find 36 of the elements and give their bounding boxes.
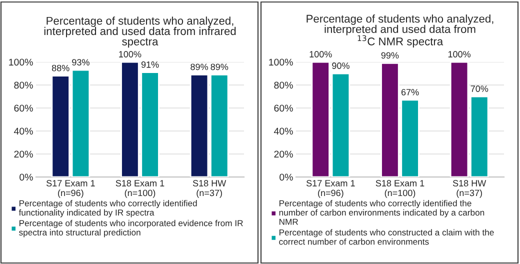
legend-label: Percentage of students who correctly identified functionality indicated by IR spectra — [18, 200, 197, 218]
data-label: 100% — [310, 51, 332, 58]
y-tick-label: 20% — [274, 150, 293, 158]
data-label: 100% — [448, 51, 471, 58]
data-label: 91% — [141, 61, 159, 68]
chart-title: Percentage of students who analyzed, interpreted and used data from $^{13}$C NMR spectra — [306, 14, 494, 48]
y-tick-label: 80% — [274, 82, 293, 89]
x-tick-label: S17 Exam 1 (n=96) — [46, 180, 95, 198]
x-tick-label: S17 Exam 1 (n=96) — [306, 180, 355, 198]
y-tick-label: 0% — [280, 174, 293, 181]
y-tick-label: 60% — [274, 104, 293, 112]
data-label: 70% — [470, 86, 488, 92]
data-label: 88% — [52, 64, 70, 72]
y-tick-label: 40% — [274, 128, 293, 135]
chart-title: Percentage of students who analyzed, interpreted and used data from infrared spectra — [44, 16, 236, 48]
x-tick-label: S18 Exam 1 (n=100) — [376, 180, 424, 198]
legend-label: Percentage of students who constructed a claim with the correct number of carbon environments — [279, 229, 494, 245]
y-tick-label: 100% — [9, 58, 33, 66]
data-label: 99% — [381, 52, 399, 59]
data-label: 93% — [72, 59, 90, 66]
x-tick-label: S18 HW (n=37) — [452, 180, 486, 198]
y-tick-label: 20% — [14, 150, 33, 158]
y-tick-label: 100% — [269, 58, 293, 66]
data-label: 67% — [401, 88, 419, 96]
data-label: 89% — [190, 64, 208, 70]
y-tick-label: 60% — [14, 104, 33, 112]
y-tick-label: 40% — [14, 128, 33, 135]
y-tick-label: 80% — [14, 82, 33, 89]
legend-label: Percentage of students who incorporated evidence from IR spectra into structural prediction — [19, 220, 243, 238]
x-tick-label: S18 HW (n=37) — [192, 180, 226, 198]
data-label: 89% — [210, 64, 228, 70]
y-tick-label: 0% — [20, 174, 33, 181]
data-label: 90% — [332, 62, 350, 69]
legend-label: Percentage of students who correctly identified the number of carbon environments indicated by a carbon NMR — [279, 200, 484, 225]
x-tick-label: S18 Exam 1 (n=100) — [116, 180, 164, 198]
data-label: 100% — [119, 51, 142, 58]
